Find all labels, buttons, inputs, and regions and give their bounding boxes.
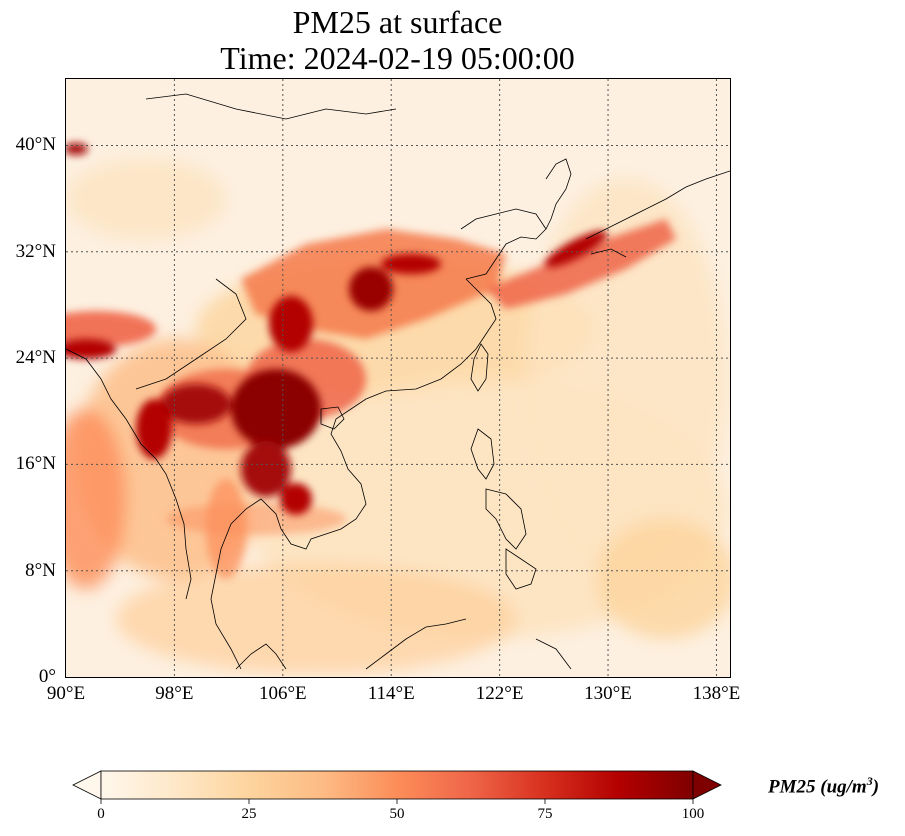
- lon-tick-label: 114°E: [367, 683, 415, 704]
- lon-tick-label: 98°E: [155, 683, 194, 704]
- lon-tick-label: 130°E: [584, 683, 632, 704]
- colorbar-gradient: [100, 770, 694, 800]
- lat-tick-label: 16°N: [15, 453, 56, 475]
- lat-tick-label: 32°N: [15, 240, 56, 262]
- lat-tick-label: 8°N: [25, 559, 56, 581]
- lon-tick-label: 106°E: [258, 683, 307, 704]
- map-time-subtitle: Time: 2024-02-19 05:00:00: [220, 40, 575, 76]
- map-title: PM25 at surface: [292, 4, 503, 40]
- colorbar-tick-label: 0: [97, 806, 105, 822]
- graticule: [66, 79, 730, 677]
- colorbar-tick-label: 100: [681, 806, 705, 822]
- colorbar-tick-label: 75: [537, 806, 553, 822]
- lon-tick-label: 138°E: [692, 683, 741, 704]
- coastlines: [66, 93, 730, 670]
- colorbar-tick-label: 25: [241, 806, 257, 822]
- pm25-map: [66, 79, 730, 677]
- colorbar-extend-max: [692, 770, 722, 800]
- lat-tick-label: 24°N: [15, 347, 56, 369]
- colorbar-label: PM25 (ug/m3): [768, 774, 880, 798]
- lon-tick-label: 122°E: [475, 683, 524, 704]
- pm25-map-panel: [65, 78, 731, 678]
- lat-tick-label: 0°: [38, 666, 56, 687]
- pm25-plume-layer: [66, 143, 730, 674]
- colorbar-extend-min: [72, 770, 102, 800]
- colorbar-tick-label: 50: [389, 806, 405, 822]
- lon-tick-label: 90°E: [46, 683, 86, 704]
- lat-tick-label: 40°N: [15, 134, 56, 156]
